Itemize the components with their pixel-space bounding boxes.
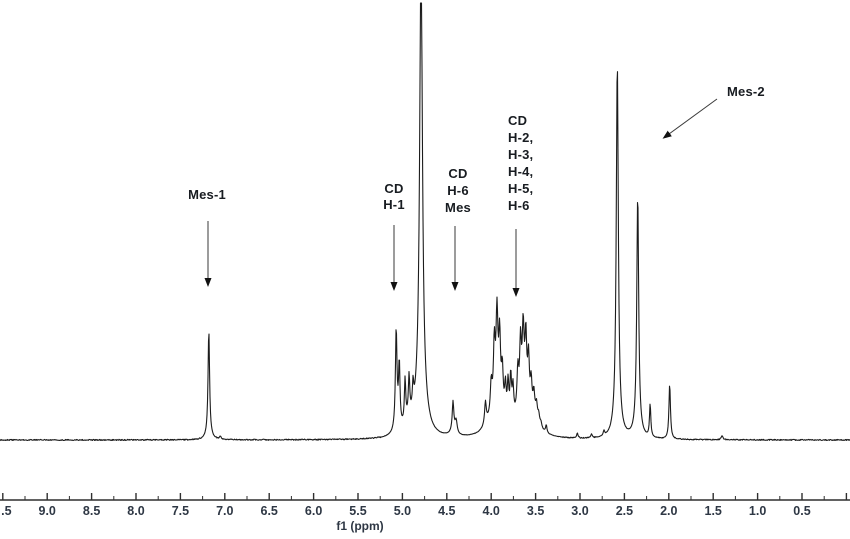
annotation-arrows [204, 98, 718, 297]
x-axis-tick-label: 1.0 [748, 504, 767, 518]
x-axis-tick-label: 2.0 [660, 504, 678, 518]
mes2-arrow [662, 98, 718, 139]
x-axis-tick-label: 2.5 [615, 504, 634, 518]
x-axis-tick-label: 8.5 [82, 504, 101, 518]
peak-label-cd-h2-h6: CD H-2, H-3, H-4, H-5, H-6 [508, 113, 534, 213]
nmr-trace [0, 2, 850, 442]
x-axis-tick-label: 3.5 [526, 504, 545, 518]
x-axis-tick-label: .5 [1, 504, 12, 518]
peak-label-cd-h6-mes: CD H-6 Mes [445, 166, 471, 215]
x-axis-tick-label: 8.0 [127, 504, 145, 518]
x-axis-tick-label: 5.0 [393, 504, 412, 518]
x-axis-tick-label: 4.5 [438, 504, 456, 518]
x-axis-tick-label: 9.0 [38, 504, 56, 518]
x-axis-tick-label: 5.5 [349, 504, 367, 518]
x-axis-tick-label: 6.0 [304, 504, 323, 518]
x-axis-tick-label: 7.5 [171, 504, 190, 518]
x-axis-tick-label: 4.0 [482, 504, 500, 518]
x-axis-tick-label: 3.0 [571, 504, 589, 518]
x-axis-tick-label: 1.5 [704, 504, 722, 518]
x-axis-title: f1 (ppm) [336, 519, 384, 533]
peak-label-mes1: Mes-1 [188, 187, 226, 202]
x-axis-tick-label: 0.5 [793, 504, 811, 518]
x-axis-tick-label: 7.0 [216, 504, 234, 518]
x-axis-tick-label: 6.5 [260, 504, 278, 518]
x-axis [0, 493, 850, 501]
peak-label-cd-h1: CD H-1 [383, 181, 405, 212]
peak-label-mes2: Mes-2 [727, 84, 765, 99]
